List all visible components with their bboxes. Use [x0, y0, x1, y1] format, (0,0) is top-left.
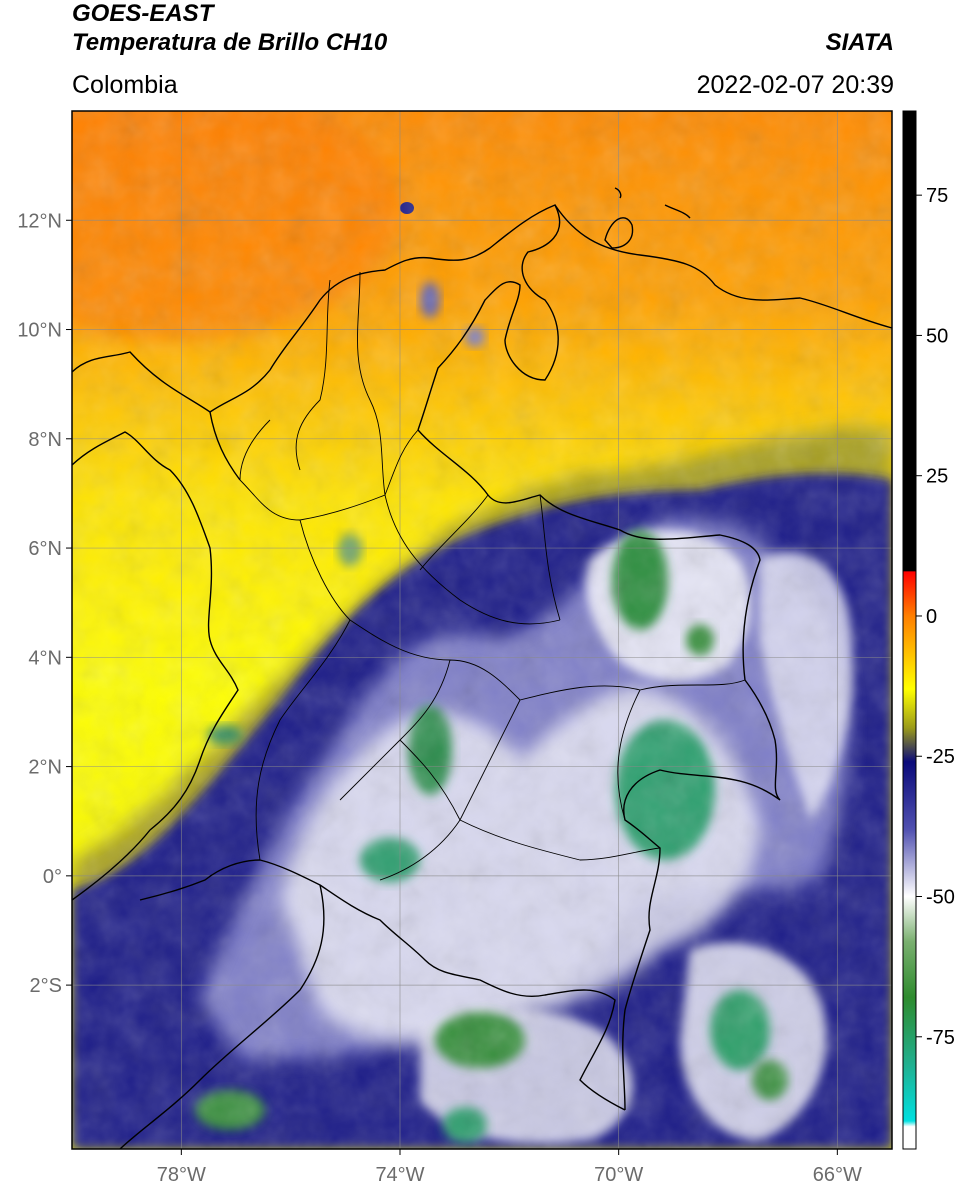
border-panama [209, 411, 241, 481]
colorbar-scale [902, 110, 917, 1150]
colorbar-tick-label: -50 [926, 887, 955, 909]
map-frame [71, 110, 893, 1150]
border-ecuador-peru [119, 884, 325, 1149]
lat-tick-label: 8°N [28, 429, 62, 451]
colorbar-tick-label: 0 [926, 606, 937, 628]
border-colombia-peru [259, 859, 626, 1111]
graticule [72, 111, 892, 1149]
brightness-temperature-field [72, 111, 892, 1149]
coastline-caribbean [72, 204, 561, 431]
title-block: GOES-EAST Temperatura de Brillo CH10 Col… [72, 0, 387, 102]
colorbar-tick-label: 75 [926, 185, 948, 207]
coastline-pacific [72, 431, 239, 901]
colorbar-ticks: 75 50 25 0 -25 -50 -75 [916, 185, 955, 1049]
lat-tick-label: 2°N [28, 757, 62, 779]
datetime-label: 2022-02-07 20:39 [696, 71, 894, 99]
lat-tick-label: 6°N [28, 538, 62, 560]
longitude-labels: 78°W 74°W 70°W 66°W [157, 1149, 862, 1186]
colorbar-tick-label: 25 [926, 466, 948, 488]
colorbar-tick-label: 50 [926, 325, 948, 347]
lat-tick-label: 10°N [17, 320, 62, 342]
colorbar: 75 50 25 0 -25 -50 -75 [902, 110, 955, 1150]
lon-tick-label: 70°W [594, 1164, 643, 1186]
coastline-paraguana [604, 217, 634, 249]
borders [72, 187, 892, 1149]
border-colombia-ecuador [139, 859, 261, 901]
lon-tick-label: 74°W [375, 1164, 424, 1186]
coastline-venezuela [554, 204, 892, 329]
lon-tick-label: 78°W [157, 1164, 206, 1186]
region-label: Colombia [72, 71, 178, 99]
lat-tick-label: 4°N [28, 647, 62, 669]
island-curacao [664, 204, 691, 219]
lat-tick-label: 0° [43, 866, 62, 888]
island-aruba [614, 187, 622, 199]
colorbar-tick-label: -75 [926, 1027, 955, 1049]
colorbar-tick-label: -25 [926, 746, 955, 768]
source-block: SIATA 2022-02-07 20:39 [697, 28, 894, 102]
border-colombia-venezuela [417, 429, 781, 801]
source-label: SIATA [825, 29, 894, 56]
lon-tick-label: 66°W [813, 1164, 862, 1186]
department-boundaries [239, 271, 746, 881]
lat-tick-label: 12°N [17, 210, 62, 232]
satellite-title: GOES-EAST [72, 0, 214, 27]
latitude-labels: 12°N 10°N 8°N 6°N 4°N 2°N 0° 2°S [17, 210, 72, 997]
lat-tick-label: 2°S [30, 975, 62, 997]
product-title: Temperatura de Brillo CH10 [72, 29, 388, 56]
